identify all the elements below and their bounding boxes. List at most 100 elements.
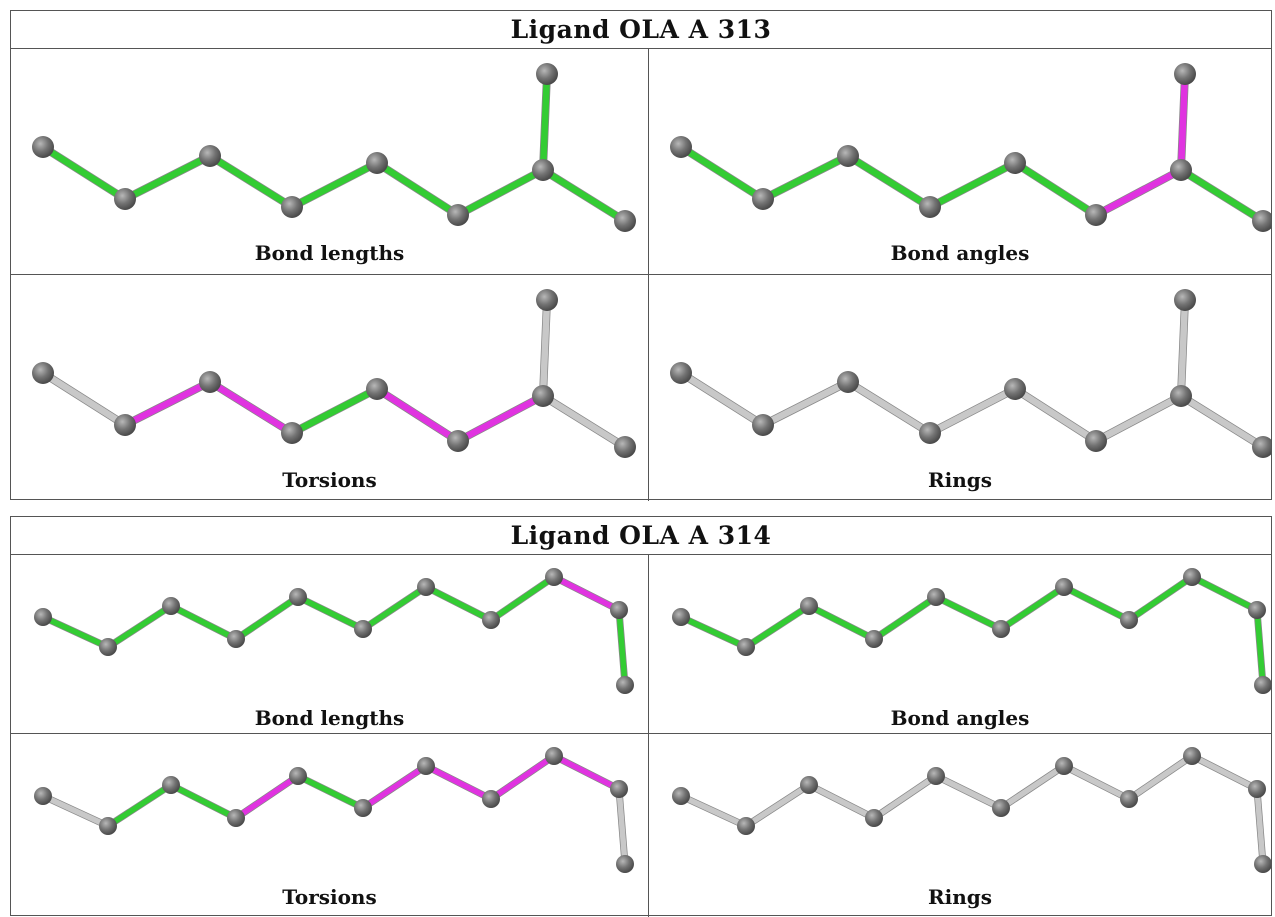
panel-caption: Bond lengths: [254, 241, 405, 265]
bond: [373, 385, 462, 445]
bond: [168, 782, 239, 821]
bond: [677, 143, 767, 203]
atom: [1183, 747, 1201, 765]
bond: [206, 378, 296, 437]
bond: [206, 152, 296, 211]
bond: [1126, 753, 1195, 802]
bond: [806, 782, 877, 821]
atom: [417, 757, 435, 775]
atom: [162, 776, 180, 794]
panel-bond-angles: Bond angles: [649, 49, 1271, 274]
bond: [759, 378, 852, 429]
atom: [532, 159, 554, 181]
molecule-diagram: [34, 747, 634, 873]
atom: [919, 422, 941, 444]
atom: [545, 568, 563, 586]
atom: [837, 145, 859, 167]
atom: [114, 414, 136, 436]
atom: [1252, 210, 1271, 232]
bond: [616, 786, 628, 867]
bond: [1177, 166, 1267, 225]
panel-torsions: Torsions: [11, 734, 648, 914]
bond: [168, 603, 239, 642]
bond: [40, 793, 111, 829]
column-divider: [648, 49, 649, 501]
atom: [1004, 378, 1026, 400]
atom: [227, 809, 245, 827]
bond: [39, 143, 129, 203]
atom: [1055, 757, 1073, 775]
atom: [1170, 385, 1192, 407]
bond: [454, 392, 547, 445]
atom: [837, 371, 859, 393]
bond: [105, 603, 174, 650]
bond: [40, 614, 111, 650]
bond: [933, 773, 1004, 811]
atom: [162, 597, 180, 615]
bond: [1061, 763, 1132, 802]
atom: [1183, 568, 1201, 586]
panel-bond-lengths: Bond lengths: [11, 555, 648, 733]
bond: [678, 793, 749, 829]
atom: [752, 414, 774, 436]
atom: [199, 145, 221, 167]
atom: [1174, 289, 1196, 311]
bond: [743, 782, 812, 829]
panel-caption: Rings: [927, 885, 992, 909]
atom: [1085, 430, 1107, 452]
ligand-title: Ligand OLA A 313: [11, 11, 1271, 49]
atom: [616, 676, 634, 694]
bond: [1189, 574, 1260, 613]
bond: [360, 763, 429, 811]
bond: [488, 574, 557, 623]
panel-caption: Bond angles: [890, 241, 1030, 265]
bond: [1092, 166, 1185, 219]
atom: [536, 63, 558, 85]
bond: [105, 782, 174, 829]
atom: [99, 638, 117, 656]
bond: [1126, 574, 1195, 623]
atom: [114, 188, 136, 210]
ligand-title: Ligand OLA A 314: [11, 517, 1271, 555]
bond: [871, 773, 939, 821]
panel-bond-angles: Bond angles: [649, 555, 1271, 733]
atom: [199, 371, 221, 393]
atom: [616, 855, 634, 873]
atom: [992, 620, 1010, 638]
atom: [752, 188, 774, 210]
panel-caption: Bond angles: [890, 706, 1030, 730]
atom: [737, 817, 755, 835]
bond: [121, 378, 214, 429]
bond: [539, 166, 629, 225]
ligand-table-314: Ligand OLA A 314 Bond lengths Bond angle…: [10, 516, 1272, 917]
bond: [1011, 385, 1100, 445]
row-divider: [11, 733, 1271, 734]
bond: [360, 584, 429, 632]
atom: [227, 630, 245, 648]
bond: [288, 385, 381, 437]
panel-caption: Rings: [927, 468, 992, 492]
molecule-diagram: [672, 568, 1271, 694]
molecule-diagram: [32, 289, 636, 458]
atom: [32, 362, 54, 384]
atom: [614, 436, 636, 458]
bond: [998, 584, 1067, 632]
bond: [1177, 392, 1267, 451]
panel-torsions: Torsions: [11, 275, 648, 500]
atom: [672, 608, 690, 626]
atom: [32, 136, 54, 158]
atom: [447, 204, 469, 226]
atom: [354, 620, 372, 638]
panel-bond-lengths: Bond lengths: [11, 49, 648, 274]
atom: [34, 608, 52, 626]
atom: [34, 787, 52, 805]
atom: [800, 597, 818, 615]
atom: [610, 780, 628, 798]
bond: [373, 159, 462, 219]
atom: [670, 136, 692, 158]
atom: [281, 422, 303, 444]
bond: [926, 385, 1019, 437]
bond: [423, 763, 494, 802]
atom: [482, 611, 500, 629]
bond: [933, 594, 1004, 632]
